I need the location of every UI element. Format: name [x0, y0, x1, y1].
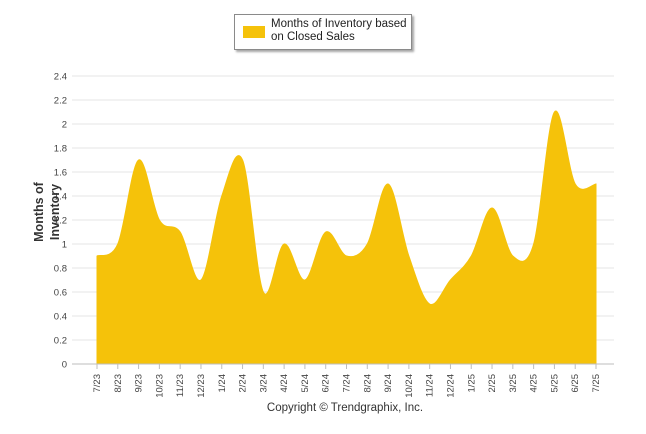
- x-tick-label: 7/24: [342, 374, 353, 393]
- x-tick-label: 9/24: [383, 374, 394, 393]
- y-tick-label: 0.6: [54, 288, 67, 299]
- y-tick-label: 0.8: [54, 264, 67, 275]
- x-tick-label: 10/23: [154, 374, 165, 398]
- series-area: [96, 110, 597, 365]
- x-tick-label: 11/24: [425, 374, 436, 397]
- x-tick-label: 4/24: [279, 374, 290, 393]
- x-tick-label: 1/24: [217, 374, 228, 393]
- y-tick-label: 2.4: [54, 72, 67, 83]
- y-tick-label: 0.2: [54, 336, 67, 347]
- y-tick-label: 1.2: [54, 216, 67, 227]
- y-axis-title: Months of Inventory: [32, 182, 62, 242]
- x-tick-label: 6/24: [321, 374, 332, 393]
- y-tick-labels: 0 0.2 0.4 0.6 0.8 1 1.2 1.4 1.6 1.8 2 2.2 2.4: [54, 72, 67, 371]
- x-tick-labels: 7/23 8/23 9/23 10/23 11/23 12/23 1/24 2/24 3/24 4…: [92, 374, 602, 398]
- x-tick-label: 10/24: [404, 374, 415, 398]
- x-tick-label: 12/24: [445, 374, 456, 398]
- y-tick-label: 2.2: [54, 96, 67, 107]
- x-tick-label: 3/24: [258, 374, 269, 393]
- x-tick-label: 9/23: [134, 374, 145, 393]
- y-tick-label: 1.6: [54, 168, 67, 179]
- y-tick-label: 2: [62, 120, 67, 131]
- x-tick-label: 11/23: [175, 374, 186, 397]
- x-tick-label: 6/25: [570, 374, 581, 393]
- x-tick-label: 7/25: [591, 374, 602, 393]
- legend-label: Months of Inventory based on Closed Sale…: [271, 18, 407, 43]
- y-tick-label: 1: [62, 240, 67, 251]
- legend: Months of Inventory based on Closed Sale…: [234, 14, 412, 50]
- y-tick-label: 1.8: [54, 144, 67, 155]
- x-tick-label: 8/23: [113, 374, 124, 393]
- x-tick-label: 8/24: [362, 374, 373, 393]
- x-tick-label: 2/24: [238, 374, 249, 393]
- axes: [72, 363, 614, 369]
- x-tick-label: 5/24: [300, 374, 311, 393]
- x-tick-label: 3/25: [508, 374, 519, 393]
- x-tick-label: 4/25: [529, 374, 540, 393]
- x-tick-label: 1/25: [466, 374, 477, 393]
- y-tick-label: 0: [62, 360, 67, 371]
- x-tick-label: 2/25: [487, 374, 498, 393]
- copyright-text: Copyright © Trendgraphix, Inc.: [266, 402, 424, 414]
- x-tick-label: 5/25: [549, 374, 560, 393]
- x-tick-label: 12/23: [196, 374, 207, 398]
- legend-swatch: [243, 26, 265, 38]
- x-tick-label: 7/23: [92, 374, 103, 393]
- series-area-path: [96, 110, 597, 365]
- y-tick-label: 0.4: [54, 312, 67, 323]
- y-tick-label: 1.4: [54, 192, 67, 203]
